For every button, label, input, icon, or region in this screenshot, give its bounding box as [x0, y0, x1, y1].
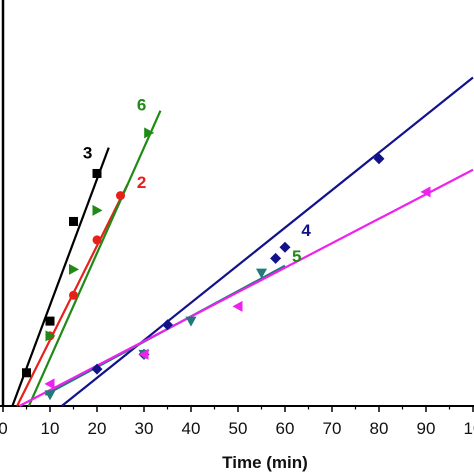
data-point — [185, 316, 197, 327]
data-point — [420, 186, 431, 198]
x-tick-label: 10 — [464, 419, 474, 438]
x-tick-label: 30 — [135, 419, 154, 438]
data-point — [144, 127, 155, 139]
data-point — [44, 378, 55, 390]
data-point — [22, 368, 31, 378]
x-tick-label: 0 — [0, 419, 8, 438]
data-point — [232, 300, 243, 312]
data-point — [373, 153, 385, 165]
x-ticks: 0 10 20 30 40 50 60 70 80 90 10 — [0, 406, 474, 438]
series-number-label: 6 — [137, 96, 146, 115]
data-point — [91, 363, 103, 375]
x-tick-label: 50 — [229, 419, 248, 438]
x-tick-label: 70 — [323, 419, 342, 438]
data-point — [45, 330, 56, 342]
data-point — [279, 241, 291, 253]
x-tick-label: 20 — [88, 419, 107, 438]
x-tick-label: 10 — [41, 419, 60, 438]
x-tick-label: 60 — [276, 419, 295, 438]
data-point — [162, 319, 173, 331]
data-point — [45, 316, 55, 326]
data-points — [22, 127, 431, 401]
axes — [0, 0, 474, 407]
data-point — [92, 235, 102, 245]
x-tick-label: 90 — [417, 419, 436, 438]
data-point — [138, 348, 149, 360]
series-number-label: 5 — [292, 247, 301, 266]
series-labels: 3 2 6 45 — [83, 96, 312, 266]
data-point — [69, 263, 79, 275]
x-tick-label: 40 — [182, 419, 201, 438]
data-point — [92, 204, 103, 216]
series-number-label: 4 — [301, 221, 311, 240]
x-axis-title: Time (min) — [222, 453, 308, 472]
data-point — [116, 191, 125, 201]
series-number-label: 2 — [137, 173, 146, 192]
series-number-label: 3 — [83, 144, 92, 163]
x-tick-label: 80 — [370, 419, 389, 438]
data-point — [256, 268, 267, 279]
fit-line — [27, 110, 162, 407]
data-point — [69, 290, 78, 300]
data-point — [92, 168, 102, 178]
data-point — [69, 216, 78, 226]
data-point — [44, 390, 56, 401]
fit-lines — [11, 76, 474, 407]
data-point — [270, 252, 282, 264]
fit-line — [61, 76, 474, 407]
fit-line — [11, 147, 110, 407]
